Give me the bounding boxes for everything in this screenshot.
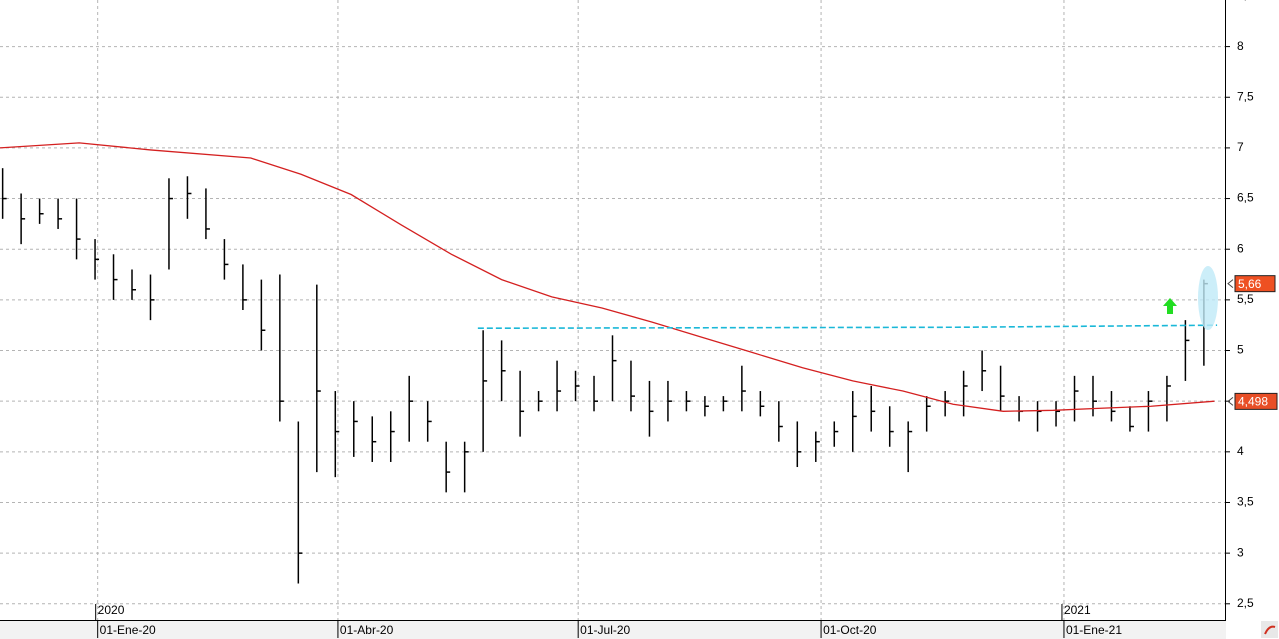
x-tick-label: 01-Jul-20 [580, 623, 630, 637]
price-tag [1234, 392, 1278, 410]
up-arrow [1163, 298, 1177, 314]
y-tick-label: 8,5 [1237, 0, 1254, 2]
corner-icon-mark [1264, 625, 1276, 635]
highlight-ellipse [1198, 266, 1218, 330]
year-label: 2021 [1064, 603, 1091, 617]
y-tick-label: 6,5 [1237, 191, 1254, 205]
moving-average [0, 142, 1215, 412]
y-tick-label: 3 [1237, 545, 1244, 559]
corner-icon [1261, 621, 1278, 638]
price-tag-label: 4,498 [1238, 395, 1268, 409]
y-tick-label: 6 [1237, 241, 1244, 255]
price-tag [1234, 275, 1276, 293]
x-tick-label: 01-Oct-20 [823, 623, 877, 637]
y-tick-label: 2,5 [1237, 596, 1254, 610]
x-tick-label: 01-Abr-20 [340, 623, 394, 637]
y-tick-label: 8 [1237, 39, 1244, 53]
plot-area [0, 0, 1225, 620]
x-tick-label: 01-Ene-21 [1066, 623, 1122, 637]
y-tick-label: 5 [1237, 343, 1244, 357]
x-tick-label: 01-Ene-20 [100, 623, 156, 637]
y-tick-label: 7 [1237, 140, 1244, 154]
price-pointer [1227, 279, 1234, 289]
y-tick-label: 3,5 [1237, 495, 1254, 509]
price-pointer [1227, 396, 1234, 406]
y-tick-label: 7,5 [1237, 89, 1254, 103]
price-tag-label: 5,66 [1238, 277, 1262, 291]
y-tick-label: 5,5 [1237, 292, 1254, 306]
y-tick-label: 4 [1237, 444, 1244, 458]
x-axis-strip [0, 620, 1226, 639]
year-label: 2020 [98, 603, 125, 617]
